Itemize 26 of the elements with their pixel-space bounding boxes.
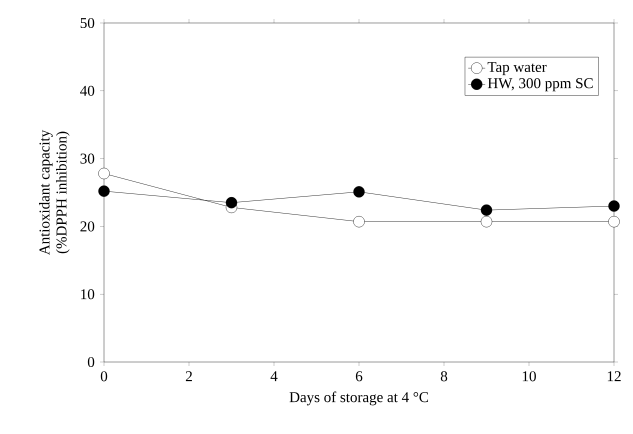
x-tick-label: 0: [100, 371, 108, 382]
x-tick-label: 2: [186, 371, 192, 382]
point: [226, 196, 238, 208]
y-axis-title: Antioxidant capacity (%DPPH inhibition): [39, 130, 70, 256]
point: [98, 185, 110, 197]
y-tick-label: 10: [81, 289, 94, 300]
point: [608, 216, 620, 228]
point: [608, 200, 620, 212]
point: [353, 216, 365, 228]
y-tick-label: 0: [88, 356, 94, 368]
point: [98, 168, 110, 180]
point: [480, 204, 492, 216]
x-axis-title: Days of storage at 4 °C: [290, 392, 428, 406]
x-tick-label: 10: [522, 371, 536, 382]
y-tick-label: 20: [80, 221, 94, 232]
legend-label: HW, 300 ppm SC: [488, 78, 593, 92]
point: [353, 186, 365, 198]
x-tick-label: 4: [270, 371, 278, 382]
y-tick-label: 40: [80, 86, 94, 96]
x-tick-label: 12: [608, 371, 621, 382]
point: [480, 216, 492, 228]
x-tick-label: 8: [440, 371, 448, 382]
legend-label: Tap water: [488, 62, 547, 76]
y-tick-label: 50: [80, 18, 94, 28]
y-tick-label: 30: [80, 154, 94, 164]
x-tick-label: 6: [356, 371, 362, 382]
